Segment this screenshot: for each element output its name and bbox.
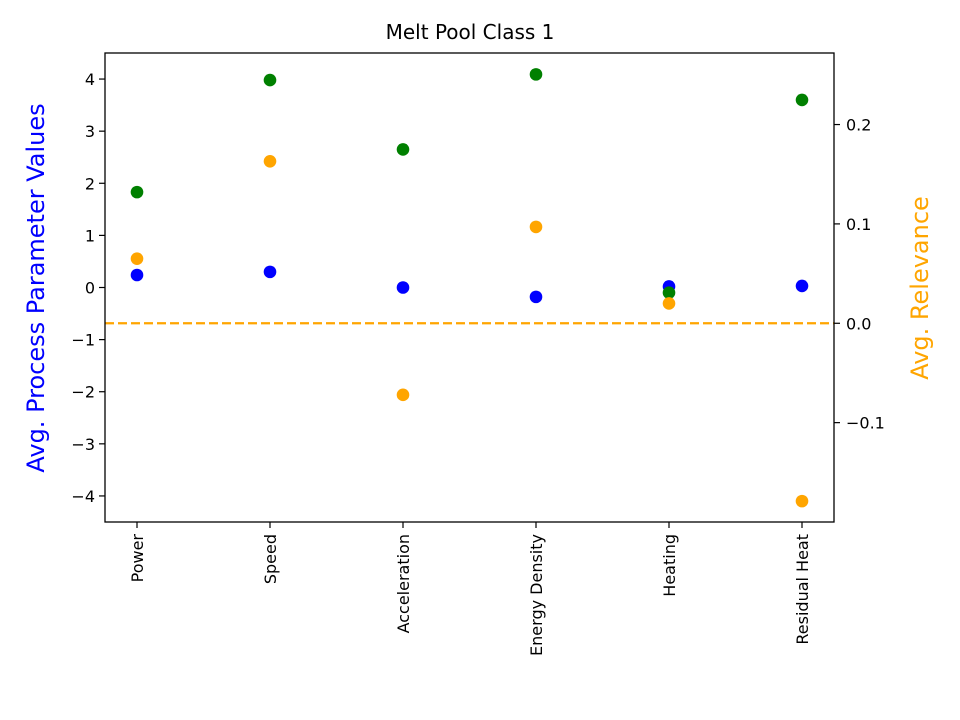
right-y-axis-label: Avg. Relevance (906, 196, 934, 380)
right-tick-label: 0.1 (846, 215, 871, 234)
x-tick-label: Power (128, 534, 147, 583)
chart-title: Melt Pool Class 1 (386, 20, 555, 44)
x-tick-label: Heating (660, 534, 679, 597)
x-tick-label: Speed (261, 534, 280, 584)
point-series-2-0 (130, 252, 144, 265)
point-series-1-3 (529, 68, 543, 81)
point-series-2-2 (396, 388, 410, 402)
left-y-axis: −4 −3 −2 −1 0 1 2 3 4 (71, 70, 105, 506)
right-tick-label: 0.0 (846, 314, 871, 333)
point-series-1-1 (263, 73, 277, 87)
point-series-0-0 (130, 268, 144, 282)
point-series-2-4 (662, 297, 676, 310)
left-tick-label: −1 (71, 331, 95, 350)
x-axis: Power Speed Acceleration Energy Density Heat… (128, 522, 812, 656)
left-tick-label: 1 (85, 226, 95, 245)
point-series-2-1 (263, 155, 277, 168)
point-series-0-2 (396, 281, 410, 294)
point-series-0-1 (263, 265, 277, 279)
left-tick-label: −4 (71, 487, 95, 506)
left-y-axis-label: Avg. Process Parameter Values (22, 103, 50, 472)
right-tick-label: −0.1 (846, 414, 885, 433)
point-series-2-3 (529, 220, 543, 234)
point-series-2-5 (795, 494, 809, 508)
right-y-axis: −0.1 0.0 0.1 0.2 (834, 116, 885, 433)
point-series-0-3 (529, 290, 543, 304)
left-tick-label: −3 (71, 435, 95, 454)
left-tick-label: 4 (85, 70, 95, 89)
point-series-1-5 (795, 93, 809, 107)
left-tick-label: 0 (85, 279, 95, 298)
point-series-1-4 (662, 286, 676, 300)
plot-frame (104, 52, 835, 523)
points-layer (130, 68, 809, 508)
x-tick-label: Residual Heat (793, 534, 812, 645)
right-tick-label: 0.2 (846, 116, 871, 135)
x-tick-label: Acceleration (394, 534, 413, 633)
x-tick-label: Energy Density (527, 534, 546, 656)
point-series-1-2 (396, 143, 410, 156)
point-series-1-0 (130, 185, 144, 199)
left-tick-label: 2 (85, 174, 95, 193)
left-tick-label: 3 (85, 122, 95, 141)
point-series-0-5 (795, 279, 809, 293)
left-tick-label: −2 (71, 383, 95, 402)
